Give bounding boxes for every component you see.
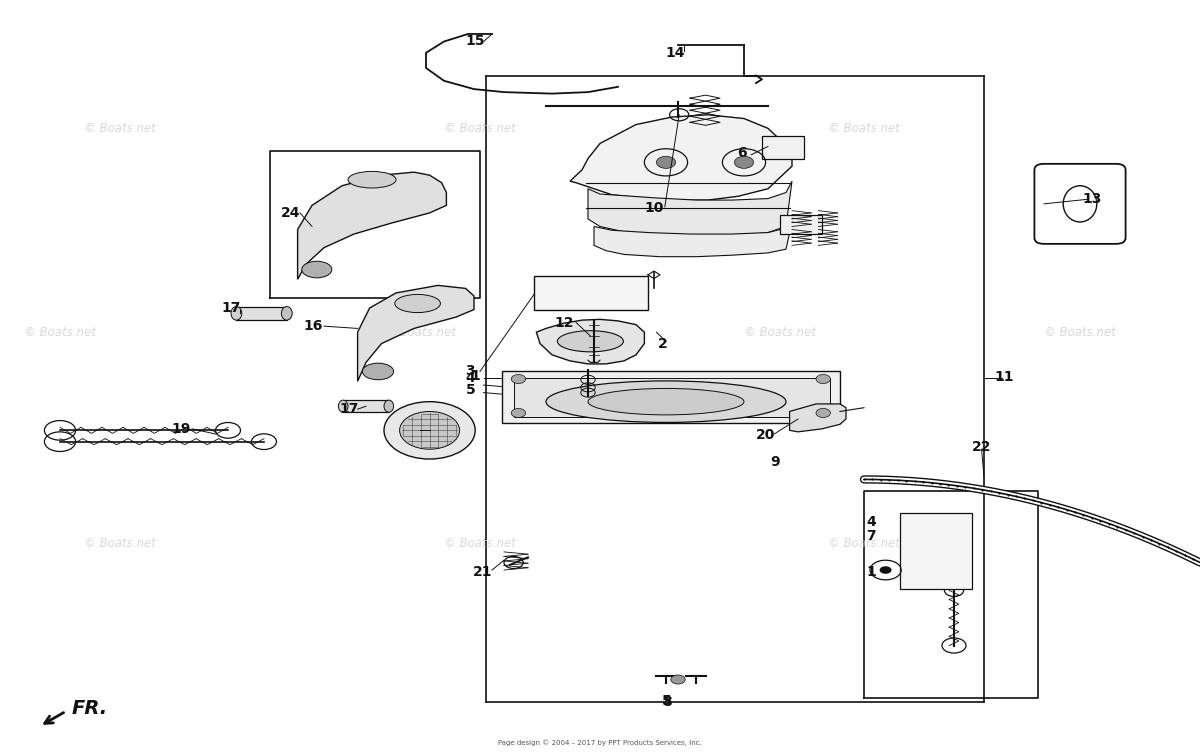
Text: 1: 1: [470, 369, 480, 383]
Ellipse shape: [395, 294, 440, 313]
Text: 19: 19: [172, 422, 191, 436]
Text: © Boats.net: © Boats.net: [828, 537, 900, 550]
Ellipse shape: [588, 388, 744, 414]
Circle shape: [656, 156, 676, 168]
Polygon shape: [780, 215, 822, 234]
Text: 22: 22: [972, 440, 991, 454]
Ellipse shape: [546, 381, 786, 422]
Circle shape: [880, 566, 892, 574]
Ellipse shape: [348, 171, 396, 188]
Ellipse shape: [362, 363, 394, 380]
Text: Page design © 2004 – 2017 by PPT Products Services, Inc.: Page design © 2004 – 2017 by PPT Product…: [498, 739, 702, 746]
Text: 5: 5: [466, 383, 475, 396]
Text: 12: 12: [554, 316, 574, 330]
Text: © Boats.net: © Boats.net: [24, 325, 96, 339]
Text: 2: 2: [658, 337, 667, 351]
Text: 7: 7: [866, 529, 876, 543]
Text: 21: 21: [473, 565, 492, 579]
Text: 8: 8: [662, 695, 672, 709]
Text: 4: 4: [866, 516, 876, 529]
Ellipse shape: [557, 331, 624, 352]
Circle shape: [671, 675, 685, 684]
Text: 24: 24: [281, 206, 300, 220]
Polygon shape: [762, 136, 804, 159]
Text: © Boats.net: © Boats.net: [384, 325, 456, 339]
Polygon shape: [298, 172, 446, 279]
Circle shape: [511, 374, 526, 384]
Polygon shape: [790, 404, 846, 432]
Circle shape: [816, 408, 830, 418]
Bar: [900, 513, 972, 589]
Polygon shape: [502, 371, 840, 423]
Circle shape: [400, 411, 460, 449]
Text: © Boats.net: © Boats.net: [1044, 325, 1116, 339]
Text: 14: 14: [666, 46, 685, 60]
Polygon shape: [534, 276, 648, 310]
Ellipse shape: [384, 400, 394, 412]
Circle shape: [384, 402, 475, 459]
Text: © Boats.net: © Boats.net: [744, 325, 816, 339]
Text: 16: 16: [304, 319, 323, 333]
Text: 18: 18: [398, 425, 418, 439]
Bar: [343, 400, 389, 412]
Polygon shape: [514, 378, 830, 417]
Ellipse shape: [282, 307, 293, 320]
Ellipse shape: [302, 261, 331, 278]
Text: © Boats.net: © Boats.net: [444, 537, 516, 550]
Circle shape: [511, 408, 526, 418]
Text: 9: 9: [770, 455, 780, 469]
Circle shape: [734, 156, 754, 168]
Text: © Boats.net: © Boats.net: [828, 122, 900, 135]
Text: 6: 6: [737, 146, 746, 160]
Polygon shape: [594, 222, 792, 257]
Polygon shape: [358, 285, 474, 381]
Text: © Boats.net: © Boats.net: [444, 122, 516, 135]
Text: 3: 3: [466, 364, 475, 378]
Ellipse shape: [338, 400, 348, 412]
Text: FR.: FR.: [72, 698, 108, 718]
Text: 17: 17: [222, 301, 241, 315]
Circle shape: [816, 374, 830, 384]
Text: 5: 5: [662, 694, 672, 707]
Text: 23: 23: [566, 389, 586, 402]
Text: 11: 11: [995, 370, 1014, 384]
Text: 17: 17: [340, 402, 359, 416]
Text: © Boats.net: © Boats.net: [84, 537, 156, 550]
Text: 4: 4: [466, 371, 475, 384]
Polygon shape: [588, 181, 792, 237]
Ellipse shape: [230, 307, 242, 320]
Text: 10: 10: [644, 201, 664, 214]
Text: 13: 13: [1082, 193, 1102, 206]
Polygon shape: [536, 319, 644, 364]
Text: 1: 1: [866, 565, 876, 579]
Bar: [236, 307, 287, 320]
Polygon shape: [570, 115, 792, 200]
Text: 15: 15: [466, 34, 485, 48]
Text: © Boats.net: © Boats.net: [84, 122, 156, 135]
Text: 20: 20: [756, 428, 775, 442]
